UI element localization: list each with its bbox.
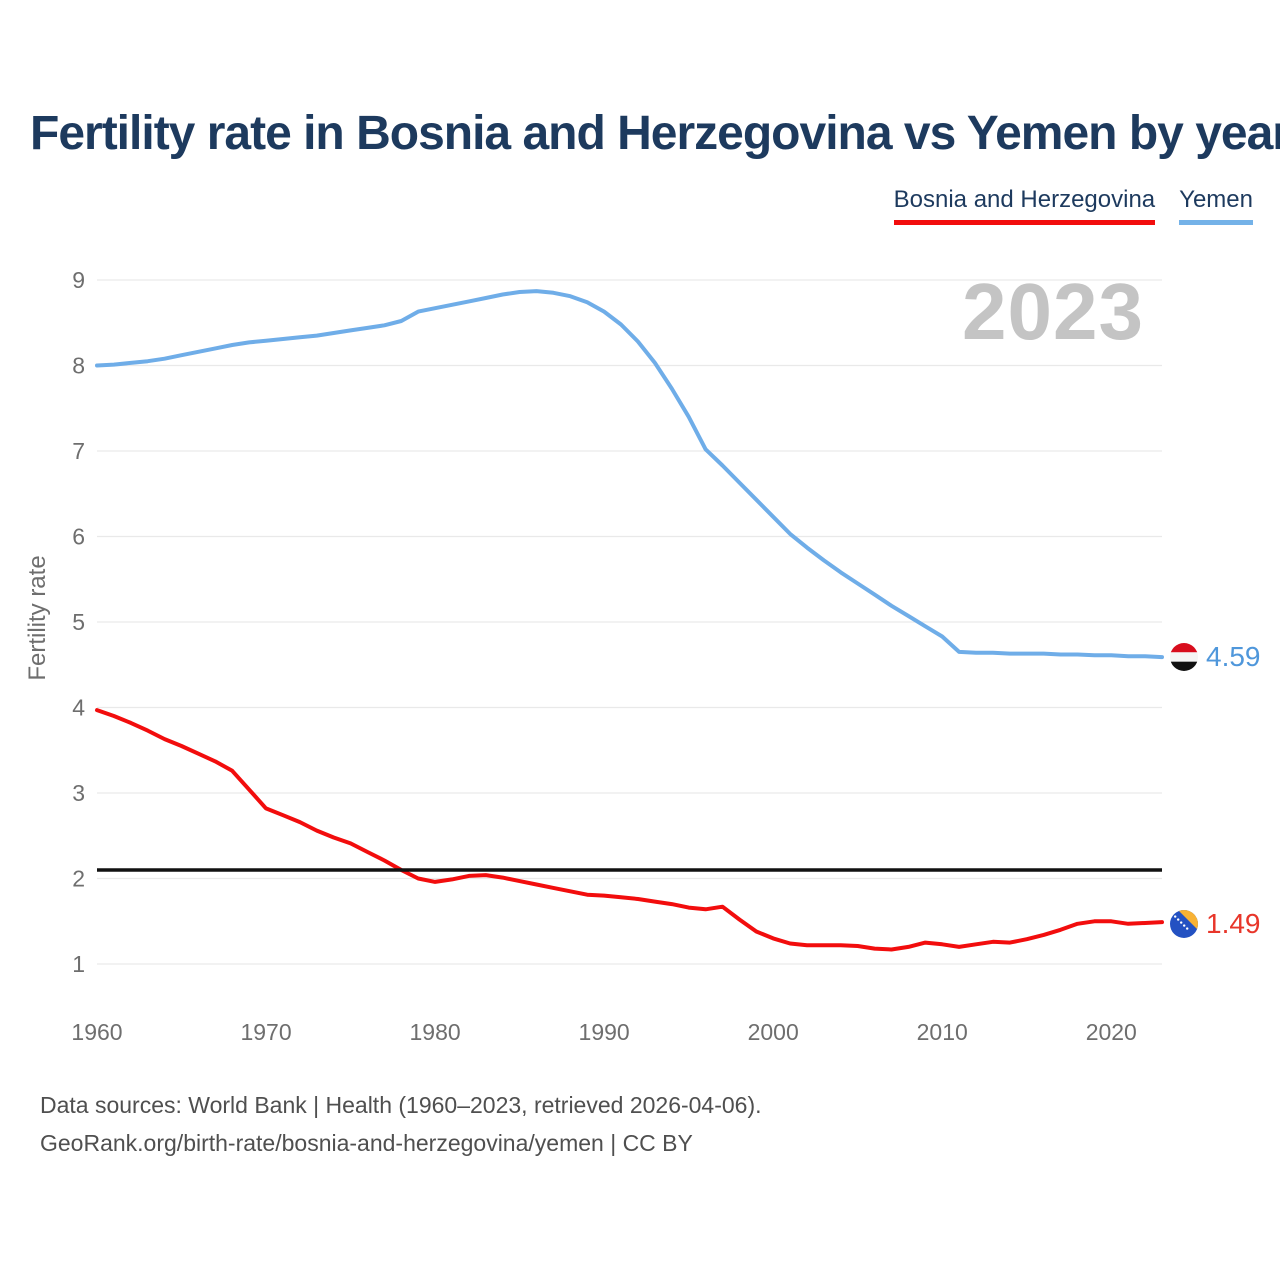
x-tick-label-1960: 1960 bbox=[71, 1019, 122, 1045]
page-title: Fertility rate in Bosnia and Herzegovina… bbox=[30, 107, 1280, 160]
y-tick-label-4: 4 bbox=[72, 695, 85, 721]
x-tick-label-2010: 2010 bbox=[917, 1019, 968, 1045]
y-tick-label-6: 6 bbox=[72, 524, 85, 550]
bosnia-end-label: 1.49 bbox=[1169, 908, 1261, 940]
legend-item-bosnia[interactable]: Bosnia and Herzegovina bbox=[893, 186, 1156, 225]
bosnia-line bbox=[95, 708, 1164, 952]
y-tick-label-7: 7 bbox=[72, 438, 85, 464]
x-tick-label-2020: 2020 bbox=[1086, 1019, 1137, 1045]
y-tick-label-9: 9 bbox=[72, 267, 85, 293]
y-tick-label-8: 8 bbox=[72, 353, 85, 379]
yemen-end-label: 4.59 bbox=[1169, 641, 1261, 673]
y-tick-label-3: 3 bbox=[72, 780, 85, 806]
yemen-flag-icon bbox=[1170, 643, 1198, 671]
year-watermark: 2023 bbox=[962, 267, 1144, 356]
footer-source-line: Data sources: World Bank | Health (1960–… bbox=[40, 1092, 762, 1118]
x-tick-label-2000: 2000 bbox=[748, 1019, 799, 1045]
y-tick-label-2: 2 bbox=[72, 866, 85, 892]
y-tick-label-5: 5 bbox=[72, 609, 85, 635]
x-tick-label-1980: 1980 bbox=[410, 1019, 461, 1045]
y-tick-label-1: 1 bbox=[72, 951, 85, 977]
bosnia-latest-value: 1.49 bbox=[1206, 908, 1261, 939]
footer: Data sources: World Bank | Health (1960–… bbox=[40, 1086, 762, 1162]
legend-item-yemen[interactable]: Yemen bbox=[1179, 186, 1253, 225]
yemen-line bbox=[95, 289, 1164, 660]
footer-attribution-line: GeoRank.org/birth-rate/bosnia-and-herzeg… bbox=[40, 1130, 693, 1156]
legend: Bosnia and Herzegovina Yemen bbox=[893, 186, 1253, 225]
x-tick-label-1990: 1990 bbox=[579, 1019, 630, 1045]
bosnia-flag-icon bbox=[1170, 910, 1198, 938]
x-tick-label-1970: 1970 bbox=[240, 1019, 291, 1045]
yemen-latest-value: 4.59 bbox=[1206, 641, 1261, 672]
